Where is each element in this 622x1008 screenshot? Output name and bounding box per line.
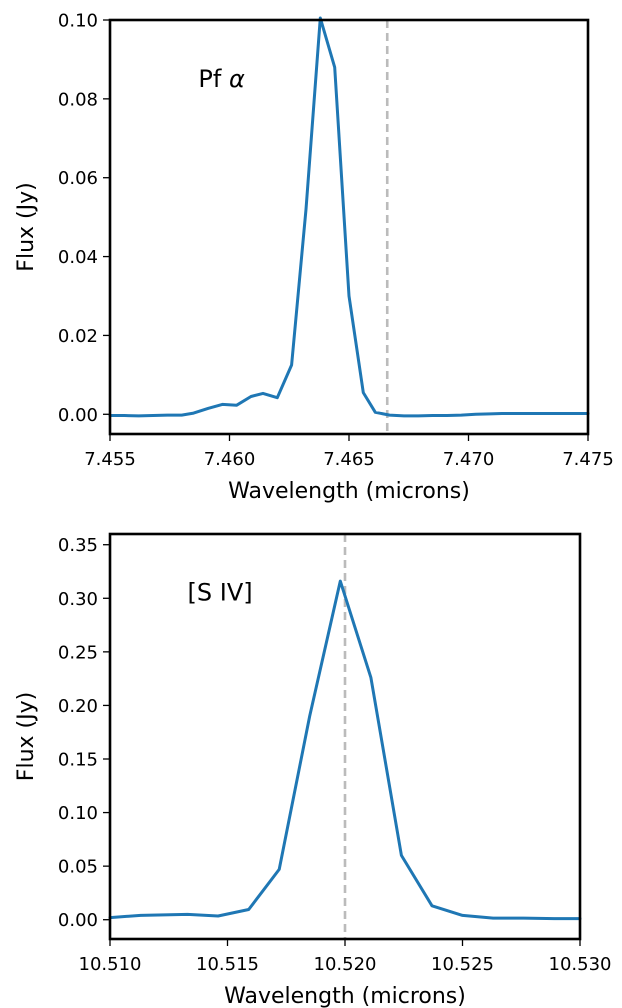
y-tick-label: 0.02 [58, 326, 98, 347]
x-tick-label: 10.515 [196, 954, 259, 975]
x-tick-label: 7.475 [562, 449, 614, 470]
x-tick-label: 10.525 [431, 954, 494, 975]
annotation-symbol: α [229, 65, 245, 93]
annotation-text: Pf [198, 65, 229, 93]
line-annotation: Pf α [198, 65, 245, 93]
line-annotation: [S IV] [188, 578, 253, 606]
y-tick-label: 0.08 [58, 89, 98, 110]
y-tick-label: 0.25 [58, 642, 98, 663]
y-tick-label: 0.10 [58, 803, 98, 824]
x-tick-label: 10.530 [549, 954, 612, 975]
x-axis-label: Wavelength (microns) [228, 479, 470, 504]
y-tick-label: 0.06 [58, 168, 98, 189]
x-tick-label: 7.455 [84, 449, 136, 470]
x-axis-label: Wavelength (microns) [224, 984, 466, 1008]
x-tick-label: 10.510 [79, 954, 142, 975]
y-tick-label: 0.05 [58, 857, 98, 878]
series-line-1 [108, 579, 582, 921]
series-line-1 [108, 16, 590, 418]
y-tick-label: 0.35 [58, 535, 98, 556]
panel-1: 7.455 7.460 7.465 7.470 7.475 0.00 0.02 0.04 0.0… [14, 11, 614, 505]
x-tick-label: 7.465 [323, 449, 375, 470]
annotation-text: [S IV] [188, 578, 253, 606]
x-tick-label: 7.470 [443, 449, 495, 470]
x-tick-label: 7.460 [204, 449, 256, 470]
y-tick-label: 0.00 [58, 405, 98, 426]
y-tick-label: 0.00 [58, 910, 98, 931]
y-tick-label: 0.20 [58, 696, 98, 717]
x-tick-label: 10.520 [314, 954, 377, 975]
y-tick-label: 0.04 [58, 247, 98, 268]
y-axis-label: Flux (Jy) [14, 692, 39, 781]
y-axis-label: Flux (Jy) [14, 182, 39, 271]
y-tick-label: 0.10 [58, 11, 98, 32]
plot-frame [108, 18, 590, 436]
y-tick-label: 0.30 [58, 589, 98, 610]
y-tick-label: 0.15 [58, 750, 98, 771]
panel-2: 10.510 10.515 10.520 10.525 10.530 0.00 0.05 0.… [14, 532, 612, 1008]
